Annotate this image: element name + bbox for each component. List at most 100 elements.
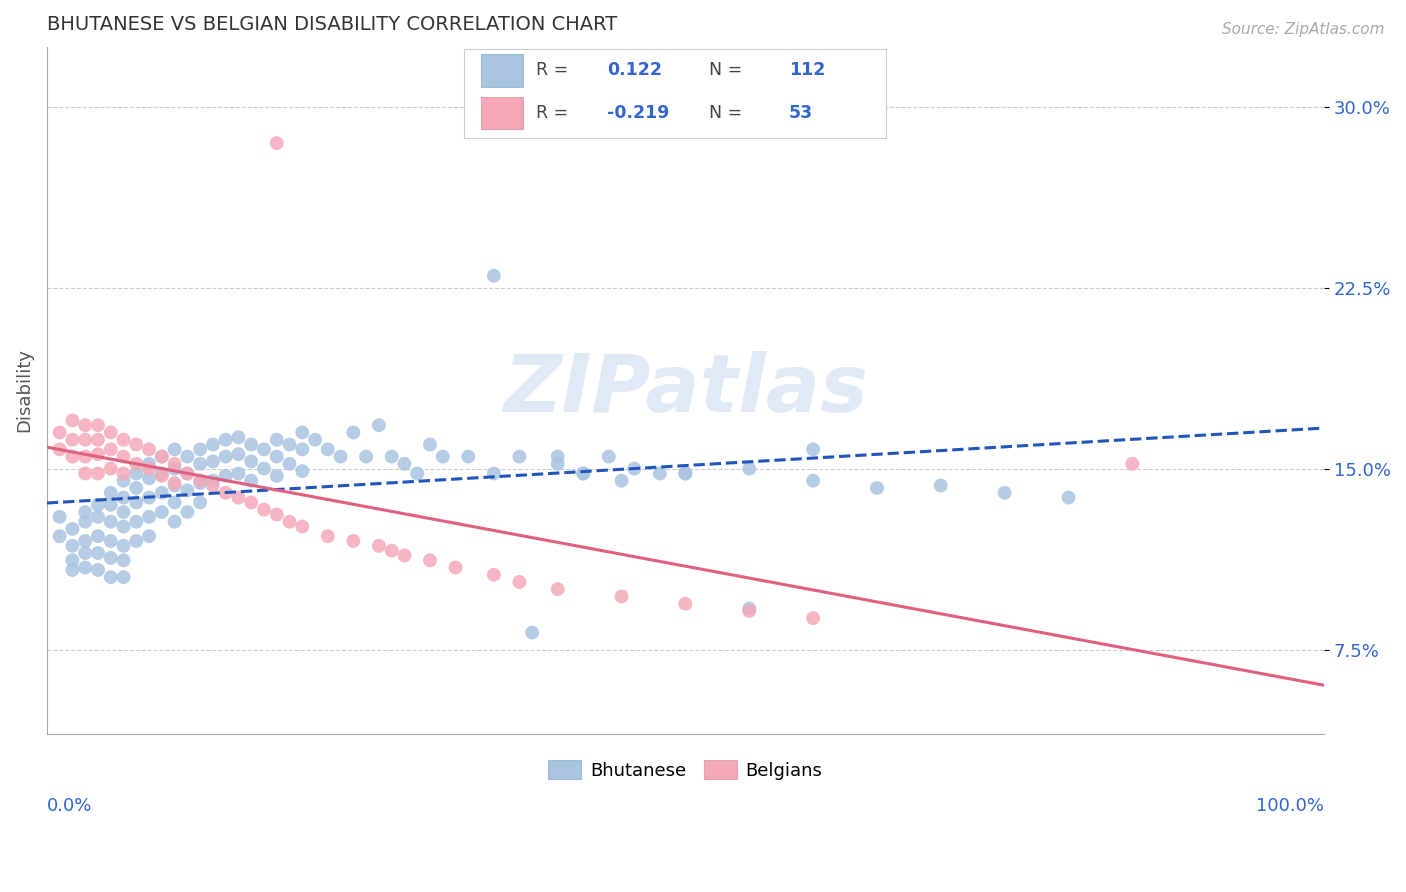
- Point: [112, 519, 135, 533]
- Point: [75, 467, 97, 481]
- Point: [610, 474, 633, 488]
- Point: [125, 437, 148, 451]
- Point: [215, 450, 238, 464]
- Point: [673, 467, 696, 481]
- Point: [75, 505, 97, 519]
- Point: [228, 430, 250, 444]
- Point: [138, 461, 160, 475]
- Point: [62, 539, 84, 553]
- Point: [176, 450, 198, 464]
- Point: [291, 425, 314, 440]
- Point: [381, 450, 404, 464]
- Point: [240, 454, 263, 468]
- Point: [610, 590, 633, 604]
- Point: [100, 485, 122, 500]
- Point: [572, 467, 595, 481]
- Point: [87, 509, 110, 524]
- Point: [266, 136, 288, 150]
- Point: [547, 582, 569, 597]
- Point: [354, 450, 377, 464]
- Point: [62, 450, 84, 464]
- Point: [100, 570, 122, 584]
- Text: Source: ZipAtlas.com: Source: ZipAtlas.com: [1222, 22, 1385, 37]
- Point: [801, 611, 824, 625]
- Point: [112, 570, 135, 584]
- Point: [75, 418, 97, 433]
- Point: [801, 474, 824, 488]
- Point: [367, 539, 389, 553]
- Point: [598, 450, 620, 464]
- Point: [75, 450, 97, 464]
- Point: [75, 433, 97, 447]
- Point: [994, 485, 1017, 500]
- Point: [112, 467, 135, 481]
- Point: [623, 461, 645, 475]
- Point: [406, 467, 429, 481]
- Point: [457, 450, 479, 464]
- Point: [176, 483, 198, 498]
- Point: [201, 437, 224, 451]
- Point: [278, 515, 301, 529]
- Point: [112, 491, 135, 505]
- Point: [138, 442, 160, 457]
- Point: [394, 457, 416, 471]
- Point: [929, 478, 952, 492]
- Point: [215, 433, 238, 447]
- FancyBboxPatch shape: [481, 54, 523, 87]
- Point: [125, 467, 148, 481]
- Point: [87, 529, 110, 543]
- Point: [112, 433, 135, 447]
- Point: [253, 502, 276, 516]
- Point: [228, 467, 250, 481]
- Point: [138, 471, 160, 485]
- Text: -0.219: -0.219: [607, 104, 669, 122]
- Point: [738, 601, 761, 615]
- Point: [62, 563, 84, 577]
- Point: [188, 442, 211, 457]
- Point: [75, 546, 97, 560]
- Point: [278, 437, 301, 451]
- Point: [342, 533, 364, 548]
- Point: [48, 425, 70, 440]
- Point: [112, 505, 135, 519]
- Point: [138, 529, 160, 543]
- Point: [215, 485, 238, 500]
- Point: [304, 433, 326, 447]
- Y-axis label: Disability: Disability: [15, 348, 32, 433]
- Point: [228, 447, 250, 461]
- Point: [253, 461, 276, 475]
- Point: [547, 450, 569, 464]
- Text: 0.122: 0.122: [607, 62, 662, 79]
- Point: [176, 467, 198, 481]
- Point: [1057, 491, 1080, 505]
- Point: [125, 457, 148, 471]
- Point: [176, 505, 198, 519]
- Point: [100, 498, 122, 512]
- Point: [738, 461, 761, 475]
- Text: N =: N =: [709, 62, 748, 79]
- Point: [291, 519, 314, 533]
- Point: [112, 553, 135, 567]
- Point: [176, 467, 198, 481]
- Point: [87, 433, 110, 447]
- Point: [100, 550, 122, 565]
- Point: [291, 464, 314, 478]
- Point: [75, 515, 97, 529]
- Point: [163, 442, 186, 457]
- Point: [75, 560, 97, 574]
- Text: R =: R =: [536, 104, 574, 122]
- Point: [138, 457, 160, 471]
- Point: [253, 442, 276, 457]
- Point: [125, 495, 148, 509]
- Point: [201, 474, 224, 488]
- Point: [138, 509, 160, 524]
- Point: [100, 515, 122, 529]
- Text: ZIPatlas: ZIPatlas: [503, 351, 868, 429]
- Text: 100.0%: 100.0%: [1256, 797, 1324, 814]
- Point: [201, 454, 224, 468]
- Point: [367, 418, 389, 433]
- Point: [266, 433, 288, 447]
- Point: [150, 505, 173, 519]
- Point: [62, 522, 84, 536]
- Point: [266, 508, 288, 522]
